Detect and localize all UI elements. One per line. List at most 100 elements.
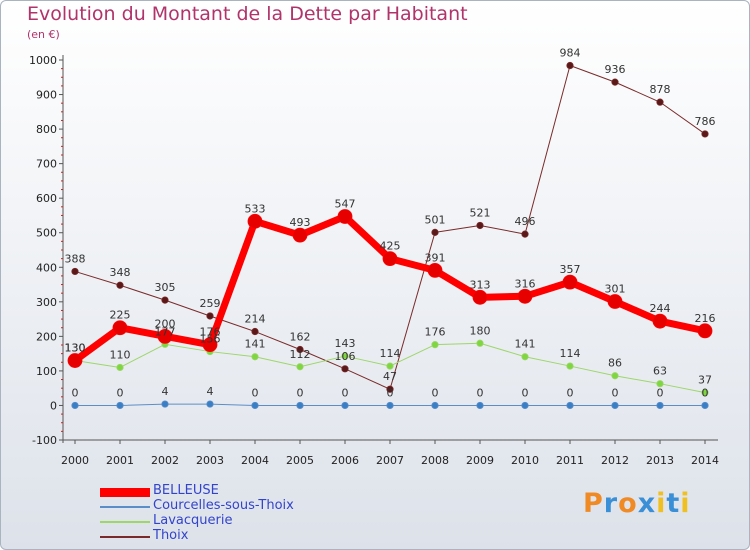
data-point [386, 385, 394, 393]
data-label: 86 [608, 357, 622, 370]
data-label: 37 [698, 374, 712, 387]
data-point [476, 221, 484, 230]
data-label: 0 [117, 386, 124, 399]
data-point [656, 380, 664, 388]
data-point [247, 213, 263, 229]
data-label: 0 [252, 386, 259, 399]
data-label: 0 [72, 386, 79, 399]
y-tick-label: 0 [50, 399, 57, 412]
data-point [251, 327, 259, 336]
data-point [157, 328, 173, 344]
data-label: 521 [470, 206, 491, 219]
data-point [611, 372, 619, 380]
logo-letter: i [680, 488, 691, 519]
data-point [431, 341, 439, 349]
data-label: 106 [335, 350, 356, 363]
logo-letter: i [656, 488, 667, 519]
data-point [656, 401, 664, 410]
y-tick-label: 900 [36, 89, 57, 102]
data-label: 130 [65, 342, 86, 355]
logo-letter: t [666, 488, 681, 519]
legend-swatch [100, 521, 150, 523]
data-label: 984 [560, 47, 581, 60]
data-label: 313 [470, 278, 491, 291]
legend-swatch [100, 487, 150, 497]
data-label: 63 [653, 365, 667, 378]
data-label: 0 [657, 386, 664, 399]
data-label: 496 [515, 215, 536, 228]
data-label: 425 [380, 240, 401, 253]
data-label: 176 [200, 326, 221, 339]
x-tick-label: 2000 [61, 454, 89, 467]
data-point [386, 401, 394, 410]
data-point [71, 267, 79, 276]
chart-subtitle: (en €) [27, 28, 60, 41]
x-tick-label: 2005 [286, 454, 314, 467]
data-label: 214 [245, 313, 266, 326]
data-label: 936 [605, 63, 626, 76]
data-point [476, 339, 484, 347]
chart-title: Evolution du Montant de la Dette par Hab… [27, 3, 468, 25]
y-tick-label: 400 [36, 261, 57, 274]
data-point [521, 353, 529, 361]
data-point [71, 401, 79, 410]
data-point [202, 337, 218, 353]
data-point [611, 401, 619, 410]
data-point [341, 401, 349, 410]
data-label: 216 [695, 312, 716, 325]
data-point [607, 294, 623, 309]
data-point [566, 61, 574, 70]
data-point [161, 296, 169, 304]
data-point [112, 320, 128, 336]
data-label: 112 [290, 348, 311, 361]
data-point [701, 401, 709, 410]
data-label: 316 [515, 277, 536, 290]
data-label: 0 [432, 386, 439, 399]
legend-label: Thoix [153, 528, 189, 543]
data-point [296, 401, 304, 410]
data-label: 0 [522, 386, 529, 399]
line-chart: -100010020030040050060070080090010002000… [29, 47, 719, 467]
data-label: 493 [290, 216, 311, 229]
data-point [337, 209, 353, 224]
x-tick-label: 2010 [511, 454, 539, 467]
data-point [521, 230, 529, 238]
data-label: 878 [650, 83, 671, 96]
y-tick-label: 200 [36, 330, 57, 343]
data-label: 305 [155, 281, 176, 294]
y-tick-label: 500 [36, 227, 57, 240]
y-tick-label: -100 [32, 434, 57, 447]
data-label: 130 [65, 342, 86, 355]
data-label: 259 [200, 297, 221, 310]
legend-swatch [100, 506, 150, 508]
y-tick-label: 600 [36, 192, 57, 205]
data-label: 114 [380, 347, 401, 360]
data-label: 786 [695, 115, 716, 128]
x-tick-label: 2008 [421, 454, 449, 467]
data-label: 47 [383, 370, 397, 383]
legend-label: Lavacquerie [153, 513, 233, 528]
x-tick-label: 2009 [466, 454, 494, 467]
data-label: 0 [477, 386, 484, 399]
data-label: 177 [155, 325, 176, 338]
x-tick-label: 2007 [376, 454, 404, 467]
legend-label: BELLEUSE [153, 483, 219, 498]
data-point [701, 389, 709, 397]
data-point [427, 262, 443, 278]
data-point [656, 98, 664, 106]
data-point [521, 401, 529, 410]
legend-label: Courcelles-sous-Thoix [153, 498, 294, 513]
data-label: 141 [245, 338, 266, 351]
data-point [431, 401, 439, 410]
data-label: 533 [245, 202, 266, 215]
data-point [701, 130, 709, 138]
x-tick-label: 2014 [691, 454, 719, 467]
data-point [517, 288, 533, 304]
data-label: 225 [110, 309, 131, 322]
data-label: 0 [702, 386, 709, 399]
data-label: 0 [387, 386, 394, 399]
data-point [292, 227, 308, 243]
data-point [251, 353, 259, 361]
y-tick-label: 1000 [29, 54, 57, 67]
